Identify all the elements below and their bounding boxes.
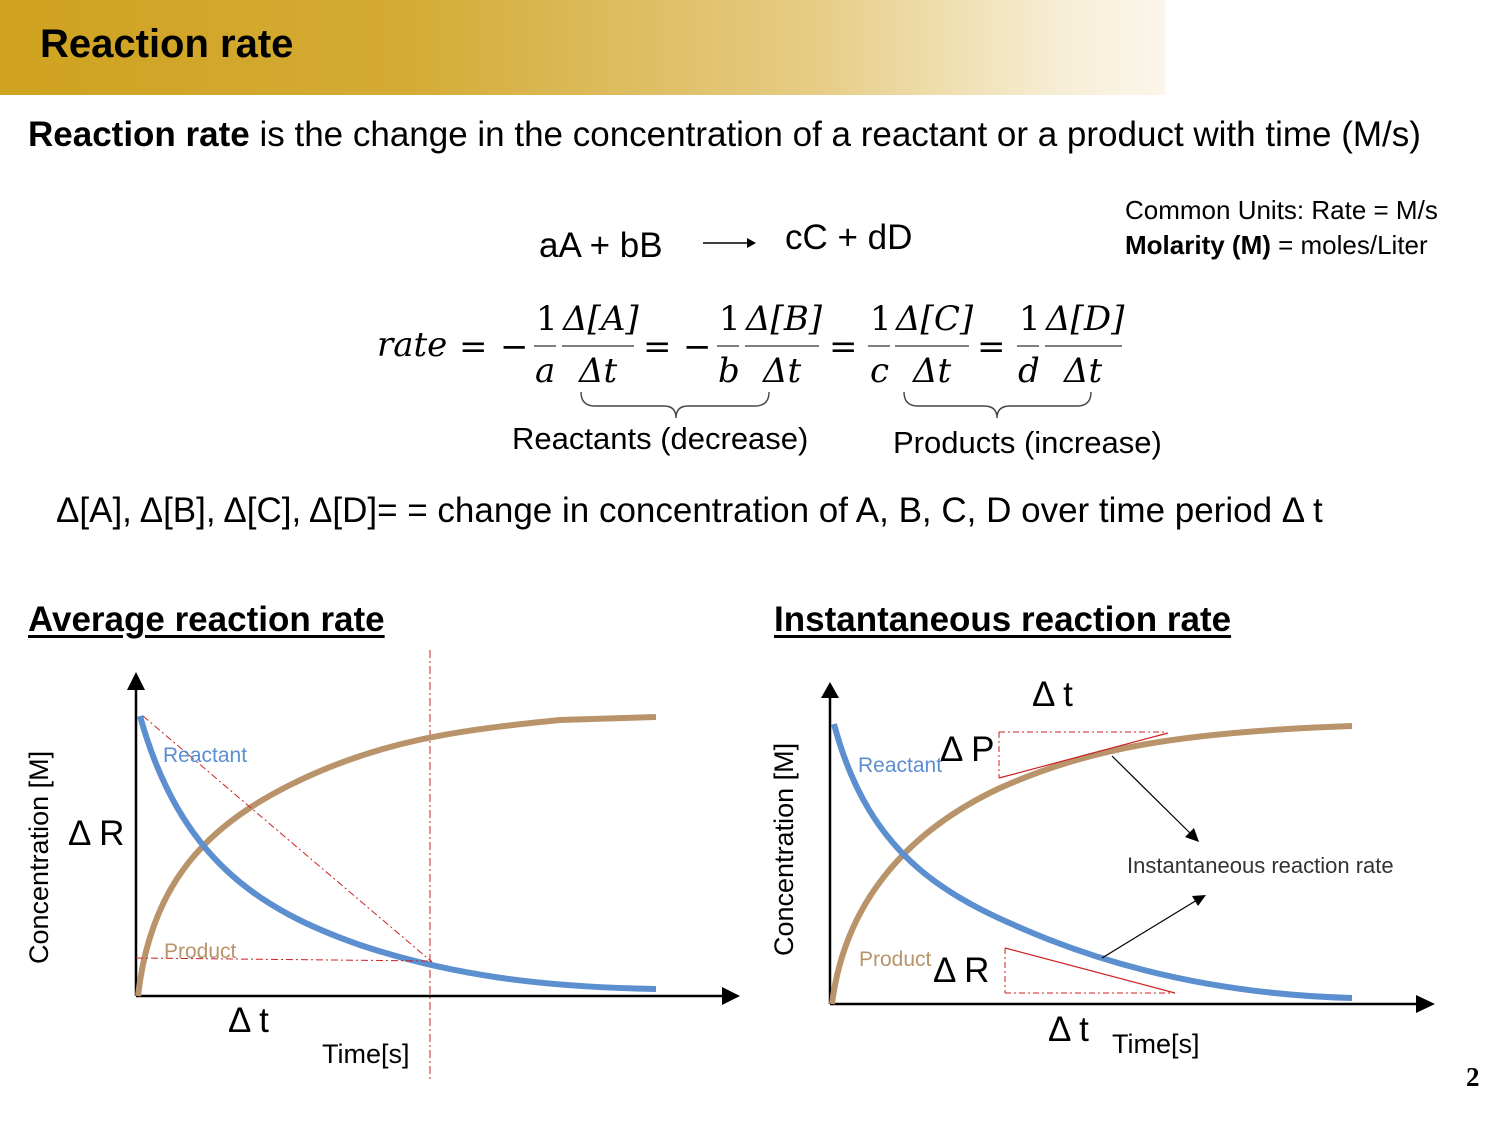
formula-den-a: Δt	[577, 351, 618, 391]
formula-minus-2: −	[683, 327, 712, 367]
formula-den-d: Δt	[1062, 351, 1103, 391]
title-banner: Reaction rate	[0, 0, 1165, 95]
inst-delta-t-top: Δ t	[1032, 675, 1073, 714]
inst-x-label: Time[s]	[1112, 1029, 1200, 1059]
formula-num-c: Δ[C]	[894, 299, 974, 339]
average-rate-chart: Reactant Product Δ R Δ t Time[s] Concent…	[24, 650, 740, 1080]
inst-reactant-curve	[831, 723, 1353, 1001]
page-title: Reaction rate	[40, 22, 294, 66]
inst-product-label: Product	[859, 948, 932, 971]
inst-bottom-tangent	[1004, 947, 1176, 994]
formula-rate-word: rate	[377, 325, 447, 365]
inst-y-arrow-icon	[821, 682, 839, 698]
avg-x-arrow-icon	[722, 987, 740, 1005]
reactants-brace-icon	[580, 391, 770, 419]
formula-den-b: Δt	[761, 351, 802, 391]
delta-definition: Δ[A], Δ[B], Δ[C], Δ[D]= = change in conc…	[56, 491, 1323, 530]
avg-reactant-curve	[137, 715, 657, 992]
inst-arrow-top-icon	[1185, 828, 1199, 842]
avg-delta-t: Δ t	[228, 1001, 269, 1040]
avg-y-arrow-icon	[127, 672, 145, 690]
formula-num-b: Δ[B]	[744, 299, 823, 339]
inst-annotation: Instantaneous reaction rate	[1127, 853, 1394, 878]
inst-arrow-bottom-line	[1101, 899, 1198, 959]
inst-arrow-top-line	[1111, 755, 1193, 836]
definition-term: Reaction rate	[28, 115, 250, 154]
inst-product-curve	[829, 723, 1353, 1005]
formula-coeff-c: c	[870, 351, 889, 391]
formula-one-b: 1	[719, 299, 741, 339]
rate-formula: rate = − = − = = 1 a Δ[A] Δt 1 b Δ[B] Δt…	[377, 299, 1125, 419]
avg-secant-line	[142, 715, 433, 963]
formula-den-c: Δt	[911, 351, 952, 391]
definition-text: is the change in the concentration of a …	[249, 115, 1421, 154]
formula-coeff-b: b	[718, 351, 740, 391]
inst-y-label: Concentration [M]	[769, 743, 799, 956]
reactants-label: Reactants (decrease)	[512, 421, 809, 456]
inst-reactant-label: Reactant	[858, 754, 942, 777]
formula-coeff-d: d	[1018, 351, 1040, 391]
reaction-arrow-icon	[703, 238, 756, 248]
avg-delta-r: Δ R	[68, 814, 124, 853]
avg-product-guide	[135, 957, 433, 962]
inst-top-tangent	[998, 732, 1169, 779]
avg-x-label: Time[s]	[322, 1039, 410, 1069]
formula-equals-3: =	[829, 327, 858, 367]
formula-num-a: Δ[A]	[561, 299, 639, 339]
units-box: Common Units: Rate = M/s Molarity (M) = …	[1125, 193, 1438, 263]
formula-one-d: 1	[1019, 299, 1041, 339]
inst-delta-p: Δ P	[940, 730, 995, 769]
formula-coeff-a: a	[535, 351, 555, 391]
equation-products: cC + dD	[785, 218, 913, 257]
molarity-term: Molarity (M)	[1125, 230, 1271, 260]
formula-group: rate = − = − = = 1 a Δ[A] Δt 1 b Δ[B] Δt…	[377, 299, 1125, 419]
formula-one-a: 1	[536, 299, 558, 339]
units-line-1: Common Units: Rate = M/s	[1125, 195, 1438, 225]
formula-minus-1: −	[500, 327, 529, 367]
average-rate-heading: Average reaction rate	[28, 600, 385, 639]
formula-one-c: 1	[870, 299, 892, 339]
inst-delta-r: Δ R	[933, 951, 989, 990]
inst-delta-t-bottom: Δ t	[1048, 1010, 1089, 1049]
products-brace-icon	[903, 391, 1092, 419]
formula-equals-1: =	[459, 327, 488, 367]
inst-x-arrow-icon	[1416, 995, 1435, 1013]
page-number: 2	[1466, 1062, 1480, 1092]
instant-rate-heading: Instantaneous reaction rate	[774, 600, 1232, 639]
avg-product-curve	[135, 714, 657, 997]
inst-arrow-bottom-icon	[1192, 895, 1206, 906]
avg-product-label: Product	[164, 940, 237, 963]
avg-y-label: Concentration [M]	[24, 751, 54, 964]
formula-num-d: Δ[D]	[1044, 299, 1125, 339]
units-line-2: Molarity (M) = moles/Liter	[1125, 228, 1438, 263]
formula-equals-4: =	[977, 327, 1006, 367]
formula-equals-2: =	[643, 327, 672, 367]
definition-paragraph: Reaction rate is the change in the conce…	[28, 112, 1468, 158]
equation-reactants: aA + bB	[539, 226, 663, 265]
products-label: Products (increase)	[893, 425, 1162, 460]
molarity-def: = moles/Liter	[1270, 230, 1428, 260]
instant-rate-chart: Reactant Product Δ P Δ R Δ t Δ t Instant…	[769, 675, 1435, 1059]
avg-reactant-label: Reactant	[163, 744, 247, 767]
